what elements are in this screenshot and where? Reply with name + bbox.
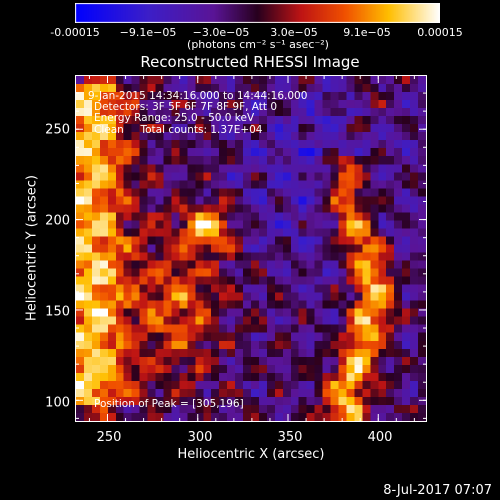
y-axis-label: Heliocentric Y (arcsec) <box>24 175 40 321</box>
heatmap-image <box>76 76 426 421</box>
y-tick-label: 250 <box>45 122 70 138</box>
annotation-time-range: 9-Jan-2015 14:34:16.000 to 14:44:16.000 <box>88 90 308 102</box>
colorbar-tick-label: 3.0e−05 <box>270 26 318 39</box>
colorbar <box>75 3 440 23</box>
x-tick-label: 400 <box>367 430 393 445</box>
annotation-energy-range: Energy Range: 25.0 - 50.0 keV <box>94 112 255 124</box>
x-axis-label: Heliocentric X (arcsec) <box>177 447 325 462</box>
plot-title: Reconstructed RHESSI Image <box>140 53 360 71</box>
render-timestamp: 8-Jul-2017 07:07 <box>383 483 492 498</box>
annotation-detectors: Detectors: 3F 5F 6F 7F 8F 9F, Att 0 <box>94 101 278 113</box>
annotation-total-counts: Clean Total counts: 1.37E+04 <box>94 124 263 136</box>
colorbar-tick-label: 0.00015 <box>417 26 463 39</box>
colorbar-units-label: (photons cm⁻² s⁻¹ asec⁻²) <box>187 38 329 51</box>
x-tick-label: 350 <box>277 430 303 445</box>
colorbar-tick-label: −9.1e−05 <box>119 26 177 39</box>
colorbar-tick-label: 9.1e−05 <box>343 26 391 39</box>
y-tick-label: 200 <box>45 213 70 229</box>
y-tick-label: 100 <box>45 395 70 411</box>
annotation-peak-position: Position of Peak = [305,196] <box>94 398 244 410</box>
colorbar-tick-label: -0.00015 <box>50 26 100 39</box>
x-tick-label: 250 <box>96 430 122 445</box>
colorbar-tick-label: −3.0e−05 <box>192 26 250 39</box>
x-tick-label: 300 <box>187 430 213 445</box>
y-tick-label: 150 <box>45 304 70 320</box>
heatmap-plot-area <box>75 75 427 422</box>
